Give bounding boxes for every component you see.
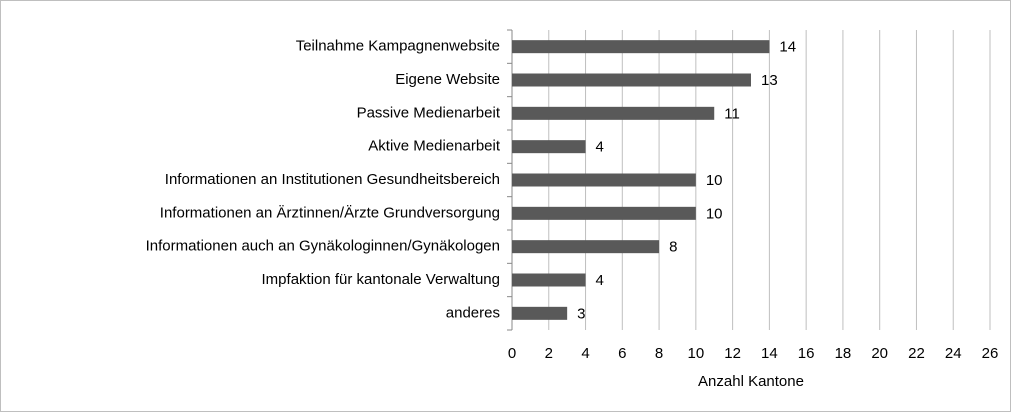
y-tick-label: Informationen an Ärztinnen/Ärzte Grundve… [160,204,500,221]
x-axis-label: Anzahl Kantone [698,373,804,390]
y-tick-label: Teilnahme Kampagnenwebsite [296,38,500,55]
bar [512,140,586,154]
x-tick-label: 4 [581,345,589,362]
data-label: 13 [761,72,778,89]
bar [512,306,568,320]
x-tick-label: 8 [655,345,663,362]
data-label: 3 [577,305,585,322]
bar [512,240,660,254]
y-tick-label: Eigene Website [395,71,500,88]
x-tick-label: 10 [688,345,705,362]
data-label: 8 [669,239,677,256]
bar [512,206,696,220]
x-tick-label: 26 [982,345,999,362]
x-tick-label: 20 [871,345,888,362]
x-tick-label: 6 [618,345,626,362]
x-tick-label: 2 [545,345,553,362]
bar [512,73,751,87]
data-label: 14 [779,39,796,56]
x-tick-label: 16 [798,345,815,362]
x-tick-label: 24 [945,345,962,362]
data-label: 10 [706,205,723,222]
x-tick-label: 14 [761,345,778,362]
y-tick-label: Passive Medienarbeit [357,104,501,121]
bar [512,40,770,54]
x-tick-label: 22 [908,345,925,362]
y-tick-label: Aktive Medienarbeit [368,138,501,155]
x-tick-label: 0 [508,345,516,362]
x-tick-label: 12 [724,345,741,362]
y-tick-label: anderes [446,304,500,321]
y-tick-label: Impfaktion für kantonale Verwaltung [262,271,500,288]
bar [512,273,586,287]
y-tick-label: Informationen an Institutionen Gesundhei… [165,171,500,188]
data-label: 10 [706,172,723,189]
data-label: 11 [724,105,740,122]
bar [512,106,715,120]
data-label: 4 [596,139,604,156]
data-label: 4 [596,272,604,289]
bar [512,173,696,187]
y-tick-label: Informationen auch an Gynäkologinnen/Gyn… [146,238,500,255]
x-tick-label: 18 [835,345,852,362]
